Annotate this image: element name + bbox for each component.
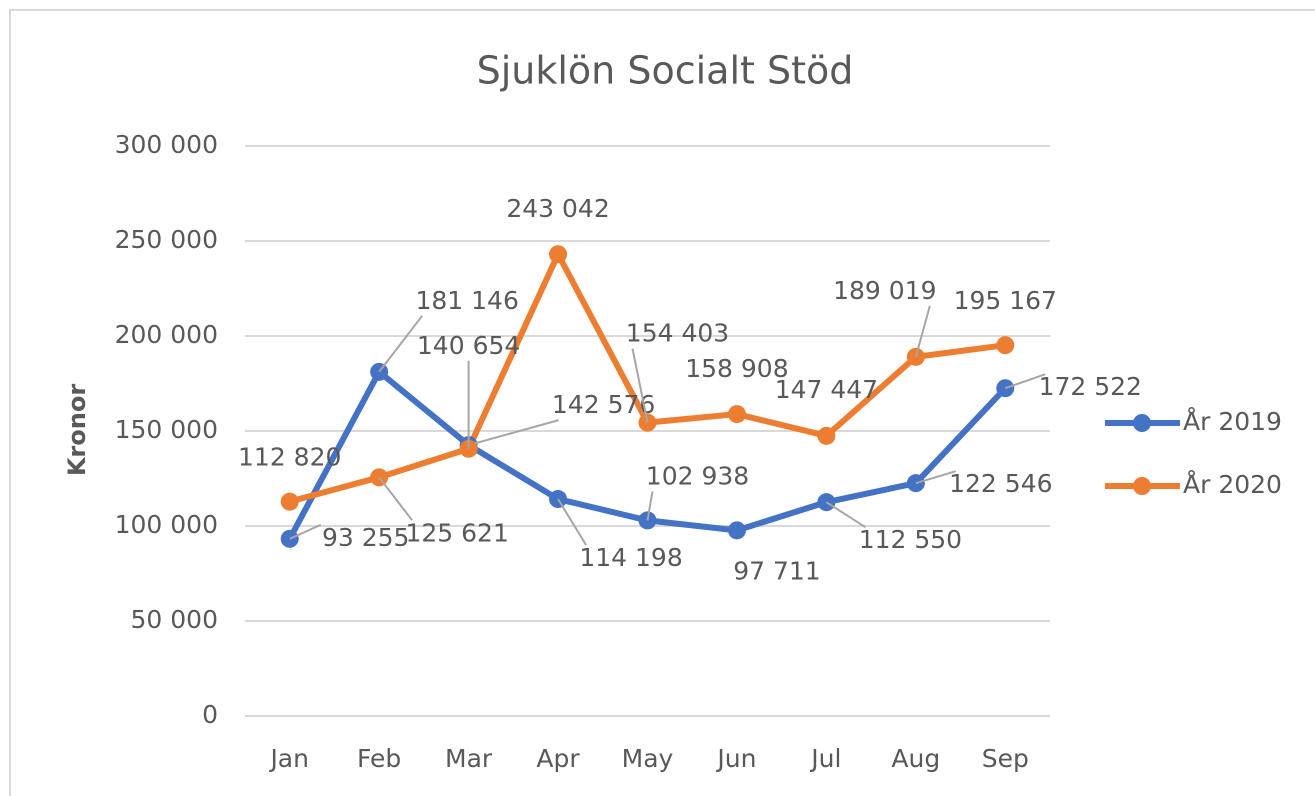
x-tick-label: Jun [715,744,756,773]
marker [727,405,746,424]
data-label: 172 522 [1039,372,1142,401]
data-label: 147 447 [775,375,878,404]
x-tick-label: Apr [536,744,580,773]
leader-line [914,305,931,358]
leader-line [1004,373,1046,390]
marker [280,492,299,511]
leader-line [557,498,587,546]
data-label: 97 711 [733,556,820,585]
y-tick-label: 300 000 [115,130,218,159]
x-tick-label: Feb [357,744,401,773]
leader-line [631,348,649,423]
data-label: 114 198 [579,543,682,572]
data-label: 154 403 [626,319,729,348]
leader-line [468,419,559,447]
data-label: 181 146 [415,286,518,315]
data-label: 122 546 [949,469,1052,498]
x-tick-label: Aug [891,744,940,773]
leader-line [646,491,654,521]
data-label: 140 654 [417,331,520,360]
leader-line [915,470,957,485]
y-tick-label: 100 000 [115,510,218,539]
y-tick-label: 250 000 [115,225,218,254]
chart-frame [9,9,1315,796]
y-tick-label: 150 000 [115,415,218,444]
y-tick-label: 0 [202,700,218,729]
legend-marker [1133,477,1151,495]
marker [727,521,746,540]
x-tick-label: Jan [268,744,309,773]
marker [549,245,568,264]
data-label: 125 621 [405,518,508,547]
leader-line [378,476,413,521]
data-label: 189 019 [833,276,936,305]
x-tick-label: May [622,744,674,773]
marker [996,336,1015,355]
chart-title: Sjuklön Socialt Stöd [477,49,854,93]
y-tick-label: 50 000 [131,605,218,634]
x-tick-label: Jul [809,744,841,773]
legend-label: År 2019 [1183,407,1282,436]
data-label: 142 576 [552,390,655,419]
x-tick-label: Sep [982,744,1029,773]
leader-line [289,523,322,540]
data-label: 112 820 [238,443,341,472]
y-tick-label: 200 000 [115,320,218,349]
y-axis-title: Kronor [63,384,91,476]
leader-line [825,501,866,528]
data-label: 93 255 [322,523,409,552]
data-label: 112 550 [859,525,962,554]
legend-label: År 2020 [1183,470,1282,499]
marker [817,426,836,445]
data-label: 243 042 [506,194,609,223]
x-tick-label: Mar [445,744,493,773]
data-label: 195 167 [954,286,1057,315]
leader-line [378,315,423,373]
data-label: 158 908 [685,354,788,383]
data-label: 102 938 [646,461,749,490]
legend-marker [1133,414,1151,432]
